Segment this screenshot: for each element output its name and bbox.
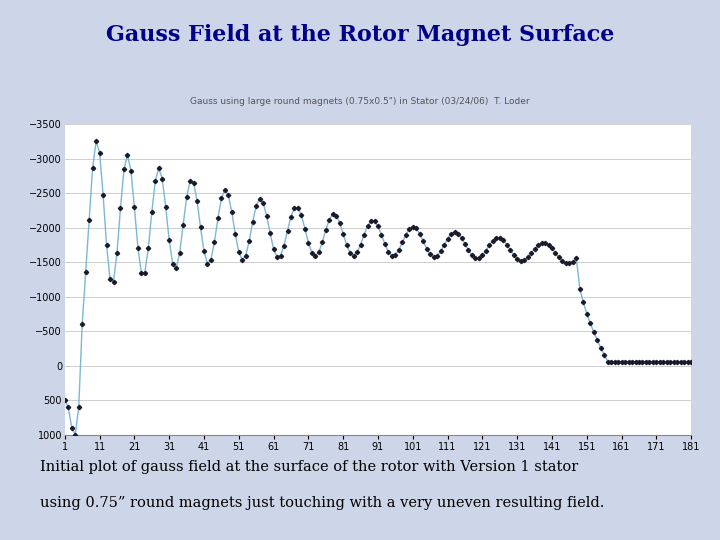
Text: using 0.75” round magnets just touching with a very uneven resulting field.: using 0.75” round magnets just touching … xyxy=(40,496,604,510)
Text: Gauss using large round magnets (0.75x0.5") in Stator (03/24/06)  T. Loder: Gauss using large round magnets (0.75x0.… xyxy=(190,97,530,106)
Text: Initial plot of gauss field at the surface of the rotor with Version 1 stator: Initial plot of gauss field at the surfa… xyxy=(40,460,578,474)
Text: Gauss Field at the Rotor Magnet Surface: Gauss Field at the Rotor Magnet Surface xyxy=(106,24,614,46)
